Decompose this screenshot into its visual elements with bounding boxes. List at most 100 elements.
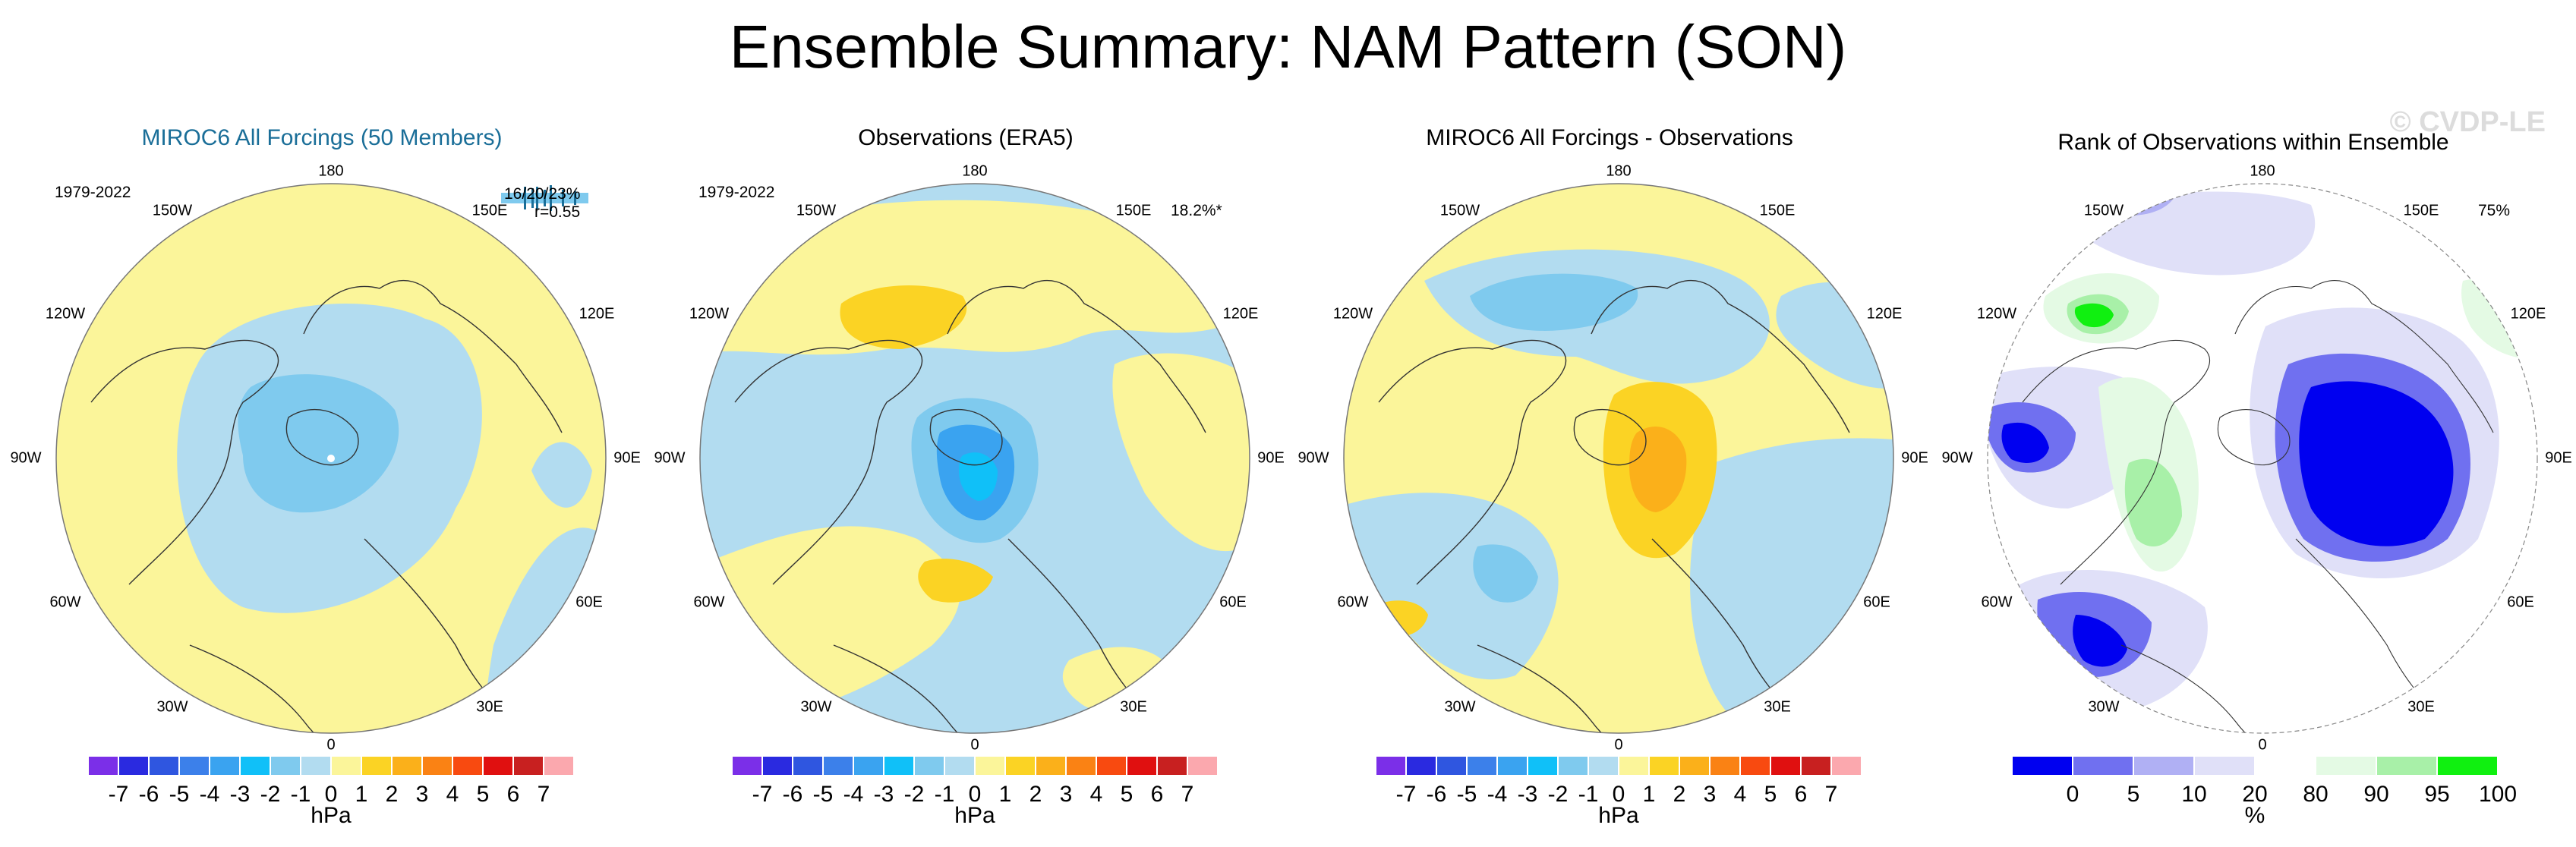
lon-label: 90E — [1257, 449, 1285, 467]
colorbar-tick-label: 95 — [2424, 782, 2450, 807]
polar-map — [699, 183, 1250, 734]
watermark: © CVDP-LE — [2389, 106, 2546, 138]
strong-positive-anomaly-region — [840, 285, 967, 349]
colorbar-swatch — [793, 756, 823, 776]
colorbar-swatch — [1406, 756, 1436, 776]
colorbar-swatch — [732, 756, 762, 776]
positive-anomaly-region — [1112, 353, 1250, 552]
lon-label: 90W — [654, 449, 686, 467]
colorbar-tick-label: -6 — [1426, 782, 1447, 807]
lon-label: 90E — [613, 449, 641, 467]
colorbar-swatch — [2012, 756, 2073, 776]
colorbar-tick-label: -7 — [108, 782, 129, 807]
colorbar — [1376, 756, 1862, 776]
colorbar-swatch — [331, 756, 361, 776]
colorbar-tick-label: 0 — [324, 782, 338, 807]
strong-negative-anomaly-region — [1473, 544, 1538, 603]
colorbar-tick-label: 6 — [506, 782, 520, 807]
lon-label: 180 — [2250, 162, 2275, 180]
colorbar-swatch — [1157, 756, 1187, 776]
strong-negative-anomaly-region — [1470, 273, 1638, 331]
colorbar-swatch — [392, 756, 422, 776]
lon-label: 150W — [2083, 202, 2124, 219]
colorbar-tick-label: 5 — [476, 782, 490, 807]
colorbar-swatch — [1376, 756, 1406, 776]
lon-label: 150E — [471, 202, 508, 219]
colorbar-unit: hPa — [954, 803, 995, 828]
colorbar-tick-label: 2 — [385, 782, 399, 807]
lon-label: 0 — [2258, 736, 2267, 754]
colorbar-tick-label: 20 — [2242, 782, 2268, 807]
lon-label: 120E — [2510, 305, 2546, 323]
colorbar-swatch — [1770, 756, 1801, 776]
lon-label: 60E — [2507, 594, 2534, 611]
colorbar-swatch — [2194, 756, 2255, 776]
lon-label: 90W — [1941, 449, 1973, 467]
lon-label: 60W — [693, 594, 725, 611]
colorbar-tick-label: 80 — [2303, 782, 2328, 807]
colorbar-swatch — [1649, 756, 1679, 776]
colorbar-tick-label: 3 — [1703, 782, 1717, 807]
strong-positive-anomaly-region — [918, 559, 993, 603]
colorbar-swatch — [2376, 756, 2437, 776]
variance-explained: 18.2%* — [1171, 202, 1222, 219]
lon-label: 120E — [1866, 305, 1903, 323]
lon-label: 60E — [1219, 594, 1247, 611]
colorbar-swatch — [1467, 756, 1497, 776]
lon-label: 30E — [476, 698, 503, 716]
colorbar-tick-label: 7 — [1181, 782, 1194, 807]
colorbar-swatch — [1619, 756, 1649, 776]
colorbar-tick-label: 4 — [1733, 782, 1747, 807]
page-title: Ensemble Summary: NAM Pattern (SON) — [729, 13, 1847, 80]
lon-label: 30E — [1120, 698, 1147, 716]
lon-label: 150E — [1115, 202, 1152, 219]
lon-label: 0 — [326, 736, 336, 754]
colorbar-swatch — [361, 756, 392, 776]
colorbar-tick-label: -6 — [138, 782, 159, 807]
colorbar-tick-label: 90 — [2363, 782, 2389, 807]
period-label: 1979-2022 — [698, 184, 775, 201]
colorbar — [88, 756, 574, 776]
colorbar-tick-label: 7 — [537, 782, 550, 807]
colorbar-tick-label: -4 — [843, 782, 864, 807]
colorbar-swatch — [1187, 756, 1218, 776]
colorbar-swatch — [762, 756, 793, 776]
colorbar-tick-label: 2 — [1673, 782, 1686, 807]
lon-label: 120W — [689, 305, 730, 323]
lon-label: 30E — [1764, 698, 1791, 716]
colorbar-tick-label: 0 — [1612, 782, 1625, 807]
colorbar-swatch — [1679, 756, 1710, 776]
lon-label: 60W — [49, 594, 81, 611]
stat-label: 16/20/23% — [504, 185, 581, 203]
lon-label: 60W — [1337, 594, 1369, 611]
rank-stat: 75% — [2478, 202, 2511, 219]
coastlines — [1378, 279, 1850, 733]
lon-label: 30W — [2088, 698, 2120, 716]
lon-label: 150E — [2403, 202, 2439, 219]
colorbar-swatch — [1036, 756, 1066, 776]
negative-anomaly-region — [1344, 493, 1559, 680]
colorbar-tick-label: -6 — [782, 782, 803, 807]
colorbar-swatch — [118, 756, 149, 776]
colorbar-tick-label: 1 — [355, 782, 368, 807]
polar-map — [55, 183, 607, 734]
colorbar-swatch — [2133, 756, 2194, 776]
colorbar-tick-label: -1 — [1578, 782, 1599, 807]
period-label: 1979-2022 — [55, 184, 131, 201]
colorbar-swatch — [1801, 756, 1831, 776]
colorbar-tick-label: 0 — [2066, 782, 2079, 807]
colorbar-unit: hPa — [1598, 803, 1639, 828]
correlation-label: r=0.55 — [534, 203, 581, 221]
colorbar-tick-label: -1 — [934, 782, 955, 807]
lon-label: 120E — [579, 305, 615, 323]
lon-label: 30W — [800, 698, 832, 716]
colorbar-swatch — [2255, 756, 2316, 776]
colorbar-tick-label: 3 — [1059, 782, 1073, 807]
colorbar-swatch — [2437, 756, 2498, 776]
colorbar-tick-label: 10 — [2181, 782, 2207, 807]
colorbar-swatch — [179, 756, 210, 776]
colorbar-swatch — [483, 756, 513, 776]
lon-label: 60E — [575, 594, 603, 611]
positive-anomaly-region — [700, 200, 1250, 357]
colorbar-tick-label: 6 — [1794, 782, 1808, 807]
